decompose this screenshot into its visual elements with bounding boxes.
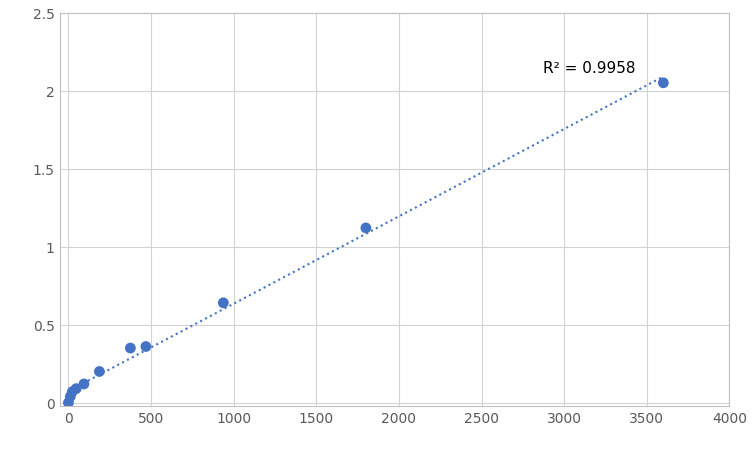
Point <box>124 345 136 352</box>
Point <box>360 225 372 232</box>
Point <box>78 381 90 388</box>
Point <box>62 399 74 406</box>
Point <box>93 368 105 375</box>
Point <box>217 299 229 307</box>
Point <box>657 80 669 87</box>
Point <box>65 393 77 400</box>
Point <box>140 343 152 350</box>
Point <box>66 388 78 396</box>
Point <box>70 385 82 392</box>
Text: R² = 0.9958: R² = 0.9958 <box>543 61 635 76</box>
